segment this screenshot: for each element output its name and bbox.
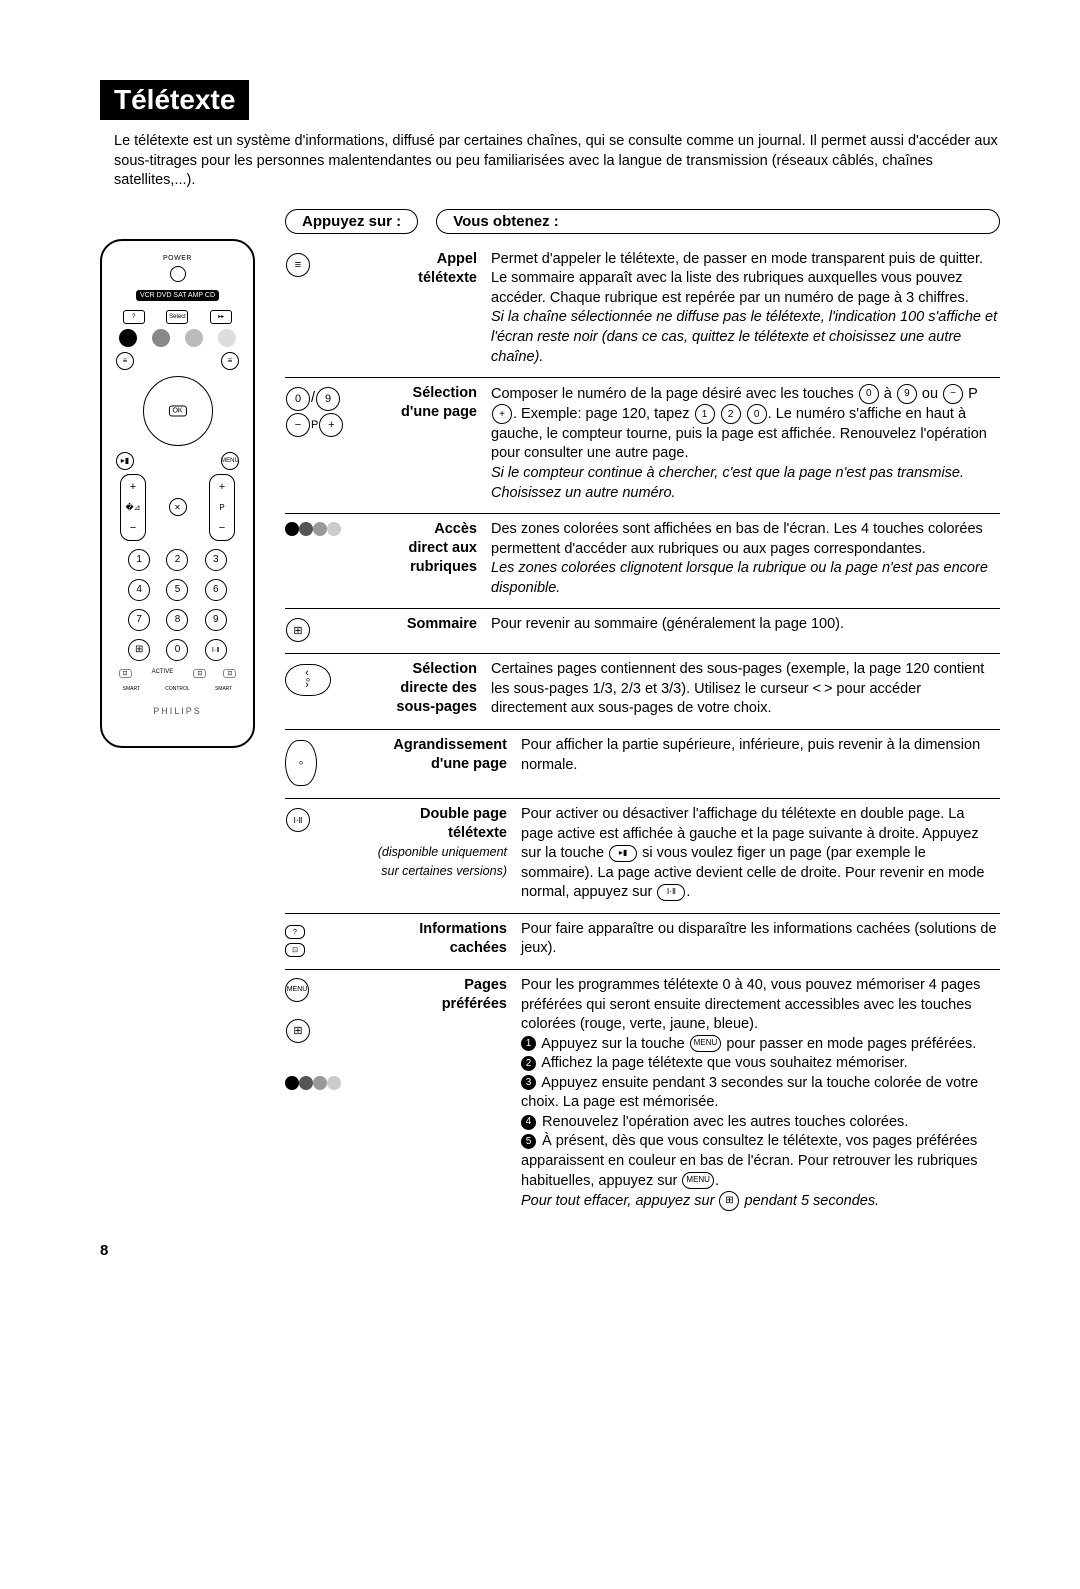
row-sommaire: ⊞ Sommaire Pour revenir au sommaire (gén…	[285, 609, 1000, 654]
row-infos-cachees: ?⊡ Informationscachées Pour faire appara…	[285, 914, 1000, 970]
intro-text: Le télétexte est un système d'informatio…	[114, 132, 1000, 191]
page-title: Télétexte	[100, 80, 249, 120]
color-keys-icon	[285, 524, 341, 540]
dual-icon: Ⅰ·Ⅱ	[286, 808, 310, 832]
color-keys-icon-2	[285, 1078, 341, 1094]
page-number: 8	[100, 1242, 1000, 1259]
row-double-page: Ⅰ·Ⅱ Double pagetélétexte (disponible uni…	[285, 799, 1000, 914]
header-result: Vous obtenez :	[436, 209, 1000, 234]
row-selection-page: 0/9 −P+ Sélectiond'une page Composer le …	[285, 378, 1000, 514]
menu-icon: MENU	[285, 978, 309, 1002]
cursor-horizontal-icon	[285, 664, 331, 696]
digit-9-icon: 9	[316, 387, 340, 411]
row-sous-pages: Sélectiondirecte dessous-pages Certaines…	[285, 654, 1000, 730]
minus-icon: −	[286, 413, 310, 437]
digit-0-icon: 0	[286, 387, 310, 411]
index-icon-2: ⊞	[286, 1019, 310, 1043]
row-acces-direct: Accèsdirect auxrubriques Des zones color…	[285, 514, 1000, 609]
teletext-icon: ≡	[286, 253, 310, 277]
row-agrandissement: Agrandissementd'une page Pour afficher l…	[285, 730, 1000, 799]
remote-illustration: POWER VCR DVD SAT AMP CD ?Select▸▸ ≡≡ ▸▮…	[100, 239, 255, 748]
plus-icon: +	[319, 413, 343, 437]
cursor-vertical-icon	[285, 740, 317, 786]
index-icon: ⊞	[286, 618, 310, 642]
row-pages-preferees: MENU ⊞ Pagespréférées Pour les programme…	[285, 970, 1000, 1222]
header-press: Appuyez sur :	[285, 209, 418, 234]
reveal-icon: ?	[285, 925, 305, 939]
row-appel-teletexte: ≡ Appeltélétexte Permet d'appeler le tél…	[285, 244, 1000, 378]
